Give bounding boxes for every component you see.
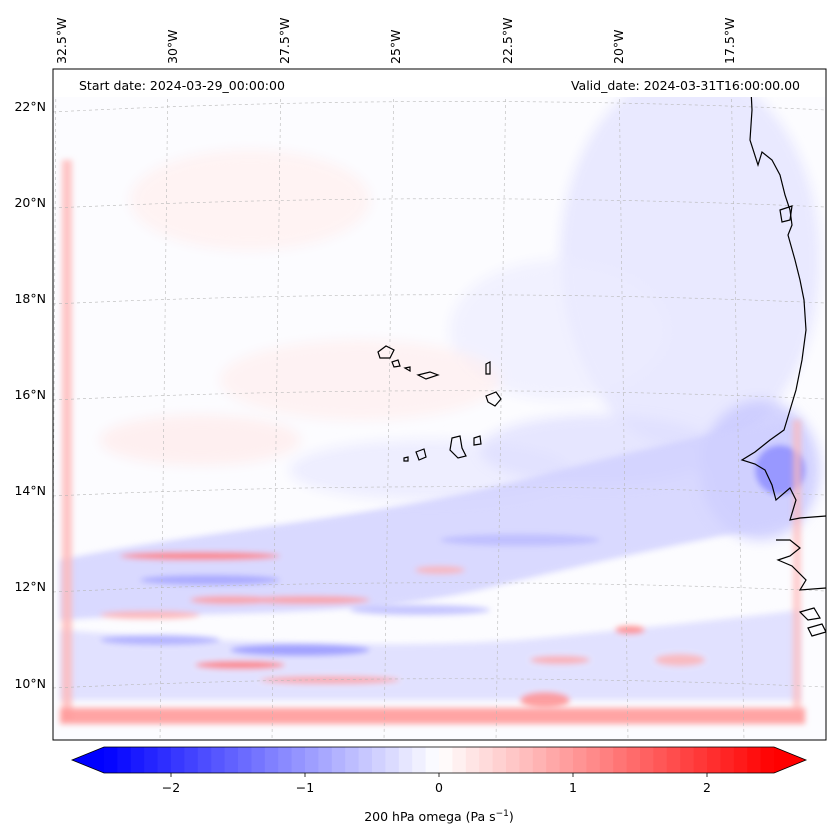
colorbar-segment xyxy=(666,747,681,773)
colorbar-ticks: −2 −1 0 1 2 xyxy=(162,773,711,795)
colorbar-segment xyxy=(640,747,654,773)
colorbar-tick-label: 2 xyxy=(703,780,711,795)
longitude-labels: 32.5°W 30°W 27.5°W 25°W 22.5°W 20°W 17.5… xyxy=(54,18,737,64)
colorbar-segment xyxy=(264,747,279,773)
colorbar-tick-label: 0 xyxy=(435,780,443,795)
colorbar-segment xyxy=(331,747,346,773)
colorbar-segment xyxy=(452,747,467,773)
lat-label: 10°N xyxy=(14,676,46,691)
colorbar-segment xyxy=(130,747,145,773)
colorbar-segment xyxy=(291,747,306,773)
colorbar-segment xyxy=(586,747,601,773)
island-santa-luzia xyxy=(403,366,411,373)
lon-label: 25°W xyxy=(388,29,403,64)
colorbar-segment xyxy=(532,747,547,773)
colorbar-segment xyxy=(626,747,641,773)
lat-label: 14°N xyxy=(14,483,46,498)
lat-label: 22°N xyxy=(14,99,46,114)
colorbar-segment xyxy=(439,747,453,773)
colorbar-segment xyxy=(238,747,252,773)
colorbar-segment xyxy=(733,747,748,773)
colorbar-segment xyxy=(559,747,574,773)
colorbar-segment xyxy=(653,747,668,773)
lon-label: 20°W xyxy=(611,29,626,64)
colorbar-segment xyxy=(278,747,293,773)
colorbar-segment xyxy=(613,747,628,773)
colorbar-segment xyxy=(117,747,132,773)
colorbar-segment xyxy=(492,747,507,773)
valid-date-label: Valid_date: 2024-03-31T16:00:00.00 xyxy=(571,78,800,93)
start-date-label: Start date: 2024-03-29_00:00:00 xyxy=(79,78,285,93)
island-brava xyxy=(403,456,409,462)
lat-label: 20°N xyxy=(14,195,46,210)
colorbar-segment xyxy=(305,747,319,773)
colorbar: −2 −1 0 1 2 200 hPa omega (Pa s−1) xyxy=(70,746,808,824)
colorbar-segment xyxy=(680,747,695,773)
colorbar-segment xyxy=(144,747,159,773)
colorbar-segment xyxy=(184,747,199,773)
colorbar-segment xyxy=(720,747,735,773)
colorbar-segment xyxy=(707,747,721,773)
coastline xyxy=(740,69,826,637)
colorbar-segment xyxy=(599,747,614,773)
lon-label: 27.5°W xyxy=(277,18,292,64)
colorbar-segment xyxy=(318,747,333,773)
colorbar-tick-label: −1 xyxy=(296,780,314,795)
colorbar-extend-max xyxy=(774,747,806,773)
colorbar-extend-min xyxy=(72,747,104,773)
lat-label: 18°N xyxy=(14,291,46,306)
colorbar-segment xyxy=(372,747,386,773)
colorbar-label: 200 hPa omega (Pa s−1) xyxy=(364,809,514,824)
island-maio xyxy=(473,435,482,446)
colorbar-segment xyxy=(171,747,185,773)
colorbar-segment xyxy=(211,747,226,773)
lat-label: 12°N xyxy=(14,579,46,594)
colorbar-segment xyxy=(412,747,427,773)
colorbar-segment xyxy=(197,747,212,773)
colorbar-segments xyxy=(104,747,775,773)
cape-verde-islands xyxy=(377,345,502,462)
island-boa-vista xyxy=(485,391,502,407)
colorbar-tick-label: −2 xyxy=(162,780,180,795)
island-sal xyxy=(485,361,491,375)
colorbar-segment xyxy=(358,747,373,773)
graticule xyxy=(53,69,826,740)
latitude-labels: 22°N 20°N 18°N 16°N 14°N 12°N 10°N xyxy=(14,99,46,691)
colorbar-segment xyxy=(573,747,587,773)
lon-label: 22.5°W xyxy=(500,18,515,64)
colorbar-segment xyxy=(546,747,561,773)
island-santiago xyxy=(449,435,467,459)
lon-label: 17.5°W xyxy=(722,18,737,64)
colorbar-segment xyxy=(506,747,520,773)
lon-label: 30°W xyxy=(165,29,180,64)
colorbar-tick-label: 1 xyxy=(569,780,577,795)
colorbar-outline xyxy=(70,746,808,774)
map-border xyxy=(52,68,827,741)
island-sao-nicolau xyxy=(416,371,440,380)
island-santo-antao xyxy=(377,345,395,359)
colorbar-segment xyxy=(104,747,118,773)
map-panel xyxy=(53,69,826,740)
lat-label: 16°N xyxy=(14,387,46,402)
header-band xyxy=(53,69,826,97)
colorbar-segment xyxy=(760,747,775,773)
colorbar-segment xyxy=(398,747,413,773)
colorbar-segment xyxy=(479,747,494,773)
colorbar-segment xyxy=(747,747,762,773)
colorbar-segment xyxy=(425,747,440,773)
colorbar-segment xyxy=(693,747,708,773)
lon-label: 32.5°W xyxy=(54,18,69,64)
island-fogo xyxy=(415,448,427,461)
colorbar-segment xyxy=(385,747,400,773)
colorbar-segment xyxy=(224,747,239,773)
colorbar-segment xyxy=(519,747,534,773)
colorbar-segment xyxy=(465,747,480,773)
colorbar-segment xyxy=(157,747,172,773)
colorbar-segment xyxy=(345,747,360,773)
african-coast xyxy=(740,69,826,521)
island-sao-vicente xyxy=(391,359,401,368)
colorbar-segment xyxy=(251,747,266,773)
